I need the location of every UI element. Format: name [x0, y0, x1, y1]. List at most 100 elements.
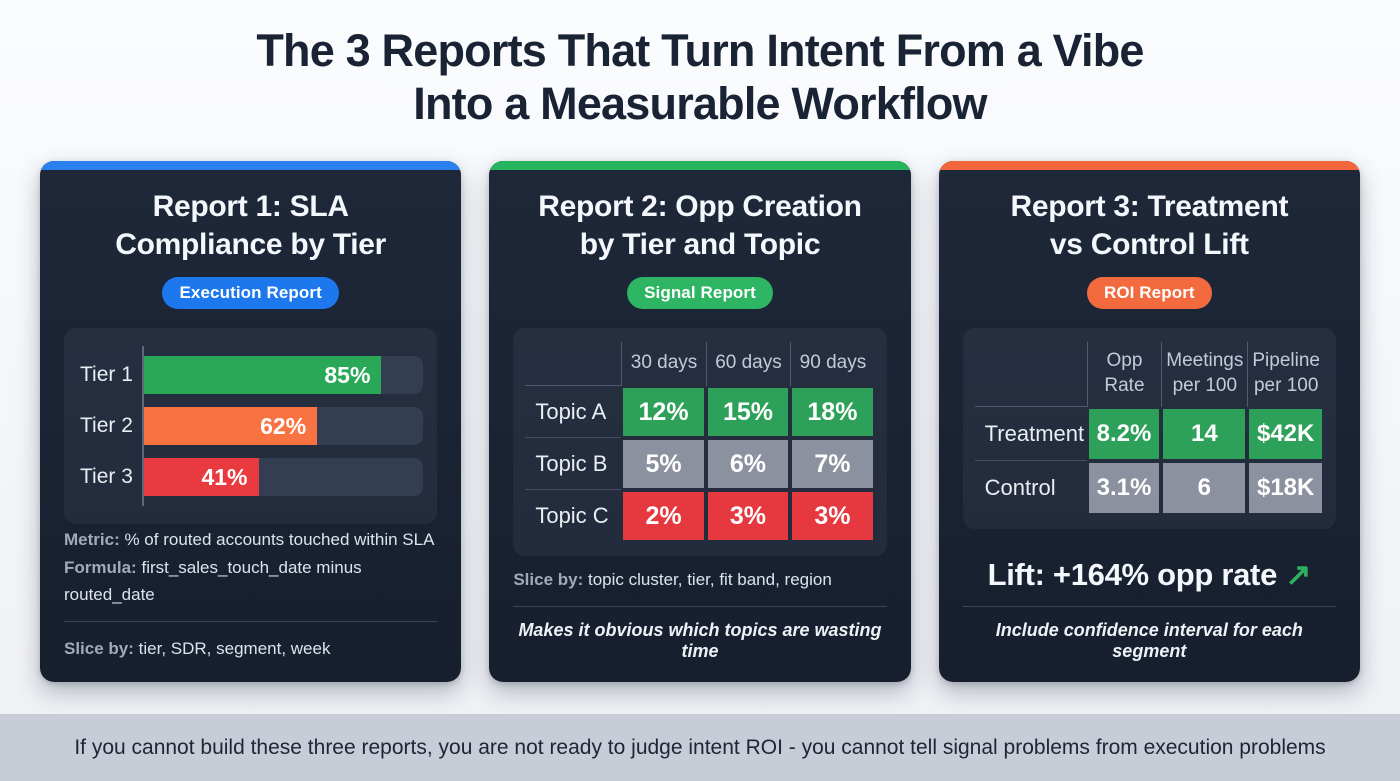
table-cell: 6%	[707, 440, 789, 489]
row-label-topic-a: Topic A	[525, 386, 622, 439]
card1-meta: Metric: % of routed accounts touched wit…	[64, 526, 438, 662]
bar-label: Tier 1	[80, 363, 133, 387]
column-header-60-days: 60 days	[705, 342, 790, 387]
metric-line: Metric: % of routed accounts touched wit…	[64, 526, 437, 553]
table-cell: 5%	[623, 440, 704, 489]
table-cell: 7%	[792, 440, 873, 489]
sla-bar-chart: Tier 1 85% Tier 2 62%	[80, 346, 424, 507]
report-card-treatment-control: Report 3: Treatment vs Control Lift ROI …	[938, 161, 1360, 683]
bar-row-tier-2: Tier 2 62%	[80, 407, 424, 446]
card2-accent-bar	[489, 161, 911, 171]
card3-title-line-2: vs Control Lift	[1049, 228, 1249, 262]
card3-accent-bar	[938, 161, 1360, 171]
row-label-control: Control	[984, 475, 1056, 500]
opp-creation-table: 30 days 60 days 90 days Topic A 12% 15% …	[525, 342, 874, 542]
row-label-topic-b: Topic B	[525, 438, 622, 491]
card1-body: Report 1: SLA Compliance by Tier Executi…	[40, 170, 461, 682]
signal-report-badge: Signal Report	[627, 277, 773, 310]
formula-value: first_sales_touch_date minus routed_date	[64, 557, 362, 604]
bar-value: 85%	[324, 361, 371, 388]
table-cell: 18%	[792, 388, 873, 437]
table-cell: 6	[1163, 463, 1246, 513]
slice-by-line: Slice by: topic cluster, tier, fit band,…	[513, 566, 886, 593]
row-label-treatment: Treatment	[974, 407, 1087, 461]
lift-callout: Lift: +164% opp rate ↗	[963, 557, 1336, 593]
column-header-90-days: 90 days	[790, 342, 874, 387]
column-header-meetings: Meetings per 100	[1161, 342, 1247, 407]
metric-value: % of routed accounts touched within SLA	[124, 530, 435, 550]
slice-by-value: tier, SDR, segment, week	[138, 639, 331, 658]
roi-report-badge: ROI Report	[1086, 277, 1212, 310]
lift-text: Lift: +164% opp rate	[987, 557, 1278, 593]
bar-track: 85%	[144, 356, 424, 395]
report-card-sla-compliance: Report 1: SLA Compliance by Tier Executi…	[40, 161, 462, 683]
table-cell: $42K	[1249, 409, 1322, 459]
column-header-pipeline: Pipeline per 100	[1247, 342, 1324, 407]
page-title-line-1: The 3 Reports That Turn Intent From a Vi…	[256, 25, 1144, 76]
divider	[513, 606, 887, 608]
card1-title-line-1: Report 1: SLA	[152, 190, 349, 224]
card3-note: Include confidence interval for each seg…	[995, 620, 1303, 662]
bar-label: Tier 2	[80, 414, 133, 438]
opp-creation-table-panel: 30 days 60 days 90 days Topic A 12% 15% …	[513, 328, 887, 557]
execution-report-badge: Execution Report	[162, 277, 339, 310]
slice-by-label: Slice by:	[513, 570, 584, 589]
card2-title-line-1: Report 2: Opp Creation	[538, 190, 862, 224]
lift-arrow-icon: ↗	[1285, 557, 1312, 593]
table-cell: 3.1%	[1088, 463, 1160, 513]
column-header-opp-rate: Opp Rate	[1086, 342, 1162, 407]
bar-track: 62%	[144, 407, 424, 446]
formula-line: Formula: first_sales_touch_date minus ro…	[64, 554, 437, 608]
table-cell: 15%	[707, 388, 789, 437]
card2-title-line-2: by Tier and Topic	[579, 228, 821, 262]
bar-value: 62%	[260, 412, 307, 439]
card3-body: Report 3: Treatment vs Control Lift ROI …	[939, 170, 1360, 682]
metric-label: Metric:	[64, 530, 120, 550]
bar-row-tier-1: Tier 1 85%	[80, 356, 424, 395]
bar-value: 41%	[201, 463, 248, 490]
row-label-topic-c: Topic C	[535, 503, 609, 529]
slice-by-value: topic cluster, tier, fit band, region	[587, 570, 832, 589]
card1-title: Report 1: SLA Compliance by Tier	[64, 188, 437, 264]
bar-track: 41%	[144, 458, 424, 497]
table-cell: 2%	[623, 492, 704, 541]
slice-by-label: Slice by:	[64, 639, 134, 658]
table-cell: 3%	[707, 492, 789, 541]
card2-body: Report 2: Opp Creation by Tier and Topic…	[489, 170, 910, 682]
lift-table: Opp Rate Meetings per 100 Pipeline per 1…	[974, 342, 1324, 515]
card3-title-line-1: Report 3: Treatment	[1010, 190, 1289, 224]
lift-table-panel: Opp Rate Meetings per 100 Pipeline per 1…	[962, 328, 1336, 529]
table-cell: 8.2%	[1088, 409, 1160, 459]
card1-title-line-2: Compliance by Tier	[115, 228, 387, 262]
sla-bar-chart-panel: Tier 1 85% Tier 2 62%	[64, 328, 438, 525]
card2-note: Makes it obvious which topics are wastin…	[518, 620, 882, 662]
card2-title: Report 2: Opp Creation by Tier and Topic	[513, 188, 886, 264]
divider	[64, 621, 438, 622]
table-cell: 12%	[623, 388, 704, 437]
formula-label: Formula:	[64, 557, 137, 577]
slice-by-line: Slice by: tier, SDR, segment, week	[64, 635, 437, 662]
report-card-opp-creation: Report 2: Opp Creation by Tier and Topic…	[489, 161, 911, 683]
card1-accent-bar	[40, 161, 462, 171]
table-cell: $18K	[1249, 463, 1322, 513]
card2-meta: Slice by: topic cluster, tier, fit band,…	[513, 566, 887, 662]
page-title-line-2: Into a Measurable Workflow	[413, 78, 987, 130]
table-cell: 14	[1163, 409, 1246, 459]
table-cell: 3%	[792, 492, 873, 541]
column-header-30-days: 30 days	[621, 342, 705, 387]
card3-title: Report 3: Treatment vs Control Lift	[963, 188, 1336, 264]
footer-text: If you cannot build these three reports,…	[74, 735, 1326, 759]
bar-row-tier-3: Tier 3 41%	[80, 458, 424, 497]
table-corner-cell	[974, 342, 1087, 407]
bar-fill-tier-3: 41%	[144, 458, 259, 497]
bar-fill-tier-1: 85%	[144, 356, 382, 395]
bar-label: Tier 3	[80, 465, 133, 489]
cards-row: Report 1: SLA Compliance by Tier Executi…	[40, 161, 1360, 683]
table-corner-cell	[525, 342, 622, 387]
page-title: The 3 Reports That Turn Intent From a Vi…	[0, 24, 1400, 130]
footer-banner: If you cannot build these three reports,…	[0, 714, 1400, 781]
bar-fill-tier-2: 62%	[144, 407, 318, 446]
card3-meta: Lift: +164% opp rate ↗ Include confidenc…	[962, 557, 1336, 662]
divider	[962, 606, 1336, 608]
